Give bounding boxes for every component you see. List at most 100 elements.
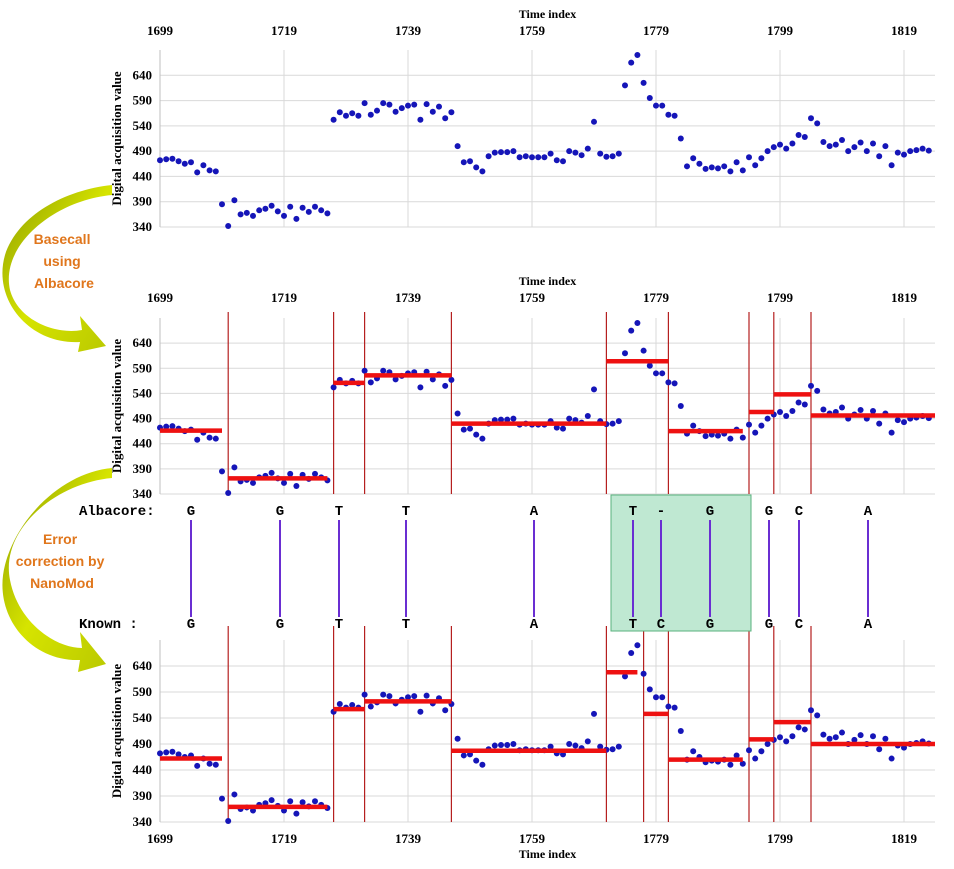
panel1-x-axis-title: Time index: [519, 7, 576, 21]
panel1-data-point: [392, 108, 399, 115]
panel1-data-point: [702, 165, 709, 172]
panel1-data-point: [739, 167, 746, 174]
panel3-data-point: [219, 795, 225, 802]
panel3-data-point: [746, 747, 752, 754]
panel1-data-point: [324, 210, 331, 217]
panel3-data-point: [634, 642, 641, 649]
panel2-data-point: [609, 420, 616, 427]
panel1-data-point: [262, 205, 269, 212]
panel1-data-point: [622, 82, 628, 89]
panel2-data-point: [219, 468, 225, 475]
panel3-data-point: [411, 693, 418, 700]
panel2-data-point: [591, 386, 597, 393]
panel2-data-point: [646, 362, 653, 369]
panel3-data-point: [175, 751, 182, 758]
panel3-data-point: [826, 735, 833, 742]
albacore-base: A: [864, 504, 873, 520]
panel1-data-point: [225, 222, 232, 229]
panel1-data-point: [584, 145, 591, 152]
panel1-data-point: [591, 118, 597, 125]
panel-nanomod-corrected: 340 390 440 490 540 590 640 1699 1719 1739 1759 177…: [109, 626, 935, 861]
panel2-data-point: [417, 384, 424, 391]
panel1-data-point: [560, 158, 566, 165]
panel2-data-point: [901, 419, 907, 426]
panel2-data-point: [653, 370, 659, 377]
panel3-data-point: [504, 742, 511, 749]
panel2-x-tick-label: 1759: [519, 290, 546, 305]
correction-arrow: Error correction by NanoMod: [2, 468, 112, 672]
panel1-data-point: [789, 140, 796, 147]
panel1-data-point: [436, 103, 442, 110]
panel3-data-point: [733, 752, 740, 759]
panel1-data-point: [578, 152, 585, 159]
corrected-region-highlight: [610, 494, 752, 632]
panel2-data-point: [857, 407, 864, 414]
panel1-data-point: [919, 145, 926, 152]
panel1-data-point: [175, 158, 182, 165]
panel2-data-point: [795, 399, 802, 406]
panel3-data-point: [839, 729, 845, 736]
albacore-base: G: [706, 504, 714, 520]
panel2-data-point: [640, 347, 647, 354]
panel2-data-point: [231, 464, 238, 471]
albacore-base: T: [335, 504, 343, 520]
known-base: A: [530, 617, 539, 633]
panel3-y-tick-label: 640: [133, 658, 153, 673]
panel1-data-point: [312, 203, 318, 210]
panel2-x-axis-title: Time index: [519, 274, 576, 288]
panel2-data-point: [894, 417, 901, 424]
panel3-data-point: [727, 761, 734, 768]
panel1-data-point: [169, 155, 176, 162]
panel1-data-point: [281, 212, 287, 219]
panel2-data-point: [448, 376, 455, 383]
known-base: G: [706, 617, 714, 633]
panel2-data-point: [677, 403, 684, 409]
panel1-data-point: [498, 149, 504, 156]
panel3-data-point: [293, 810, 300, 817]
panel2-data-point: [498, 416, 504, 423]
correction-label: Error correction by NanoMod: [16, 531, 109, 591]
panel1-data-point: [374, 107, 380, 114]
panel3-data-point: [367, 703, 374, 710]
panel1-data-point: [442, 115, 449, 122]
panel1-data-point: [274, 208, 281, 215]
alignment-links: [190, 520, 869, 617]
panel1-data-point: [386, 101, 393, 108]
panel3-data-point: [801, 726, 808, 733]
panel3-data-point: [814, 712, 821, 719]
panel3-data-point: [609, 746, 616, 753]
panel1-data-point: [839, 137, 845, 144]
albacore-base: G: [276, 504, 284, 520]
basecall-arrow: Basecall using Albacore: [2, 185, 112, 352]
panel2-x-tick-label: 1779: [643, 290, 670, 305]
albacore-base: G: [187, 504, 195, 520]
panel1-data-point: [863, 148, 870, 155]
panel1-y-axis-title: Digital acquisition value: [109, 71, 124, 206]
panel1-data-point: [677, 135, 684, 142]
panel3-data-point: [646, 686, 653, 693]
panel2-x-tick-label: 1819: [891, 290, 918, 305]
panel2-data-point: [690, 422, 697, 429]
panel2-data-point: [622, 350, 628, 357]
panel3-y-tick-label: 590: [133, 684, 153, 699]
panel3-data-point: [851, 736, 858, 743]
panel3-data-point: [882, 735, 889, 742]
panel1-data-point: [157, 157, 163, 164]
panel1-data-point: [857, 139, 864, 146]
panel3-data-point: [380, 691, 387, 698]
panel1-x-tick-label: 1779: [643, 23, 670, 38]
panel1-y-tick-label: 590: [133, 93, 153, 108]
known-base: G: [276, 617, 284, 633]
panel1-data-point: [733, 159, 740, 166]
panel3-data-point: [677, 728, 684, 734]
panel1-x-tick-label: 1719: [271, 23, 298, 38]
panel3-data-point: [857, 732, 864, 739]
panel2-data-point: [380, 367, 387, 374]
panel1-data-point: [665, 111, 672, 118]
panel1-y-tick-label: 340: [133, 219, 153, 234]
panel2-y-tick-label: 490: [133, 411, 153, 426]
panel1-data-point: [448, 109, 455, 116]
panel2-data-point: [473, 431, 480, 438]
panel-albacore-segmentation: 340 390 440 490 540 590 640 1699 1719 1739 1759 177…: [109, 274, 935, 501]
